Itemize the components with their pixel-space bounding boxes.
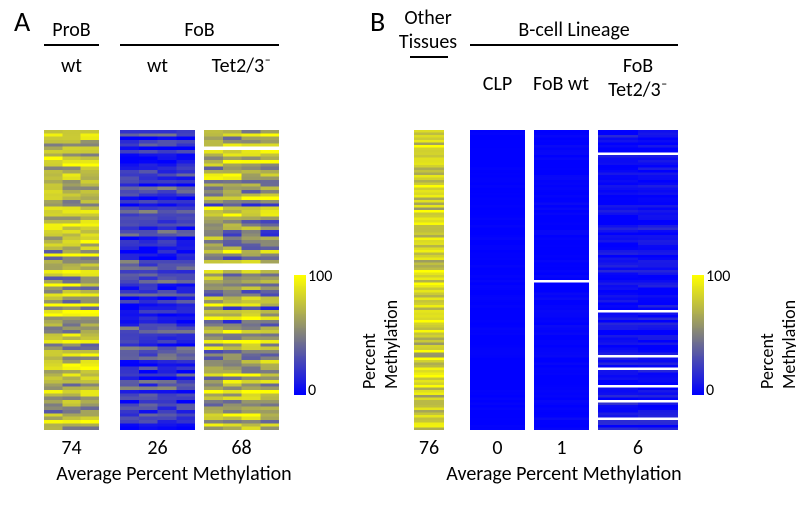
panel-a-axis-label: Average Percent Methylation <box>14 462 334 486</box>
panel-a-avg-fob-tet: 68 <box>204 436 279 460</box>
heatmap-a-fob-wt <box>120 130 195 430</box>
panel-b-avg-fob-tet: 6 <box>598 436 678 460</box>
colorbar-b-label: PercentMethylation <box>756 300 796 389</box>
colorbar-b-tick-top: 100 <box>706 267 730 286</box>
colorbar-a-tick-bottom: 0 <box>308 381 316 400</box>
panel-b-avg-clp: 0 <box>470 436 525 460</box>
panel-b-avg-fob-wt: 1 <box>534 436 589 460</box>
panel-b-group-other: Other Tissues <box>398 6 458 54</box>
colorbar-a-label: PercentMethylation <box>358 300 402 389</box>
heatmap-b-fob-tet <box>598 130 678 430</box>
heatmap-b-fob-wt <box>534 130 589 430</box>
colorbar-b: 100 0 PercentMethylation <box>692 275 712 400</box>
heatmap-b-other <box>414 130 444 430</box>
panel-a-rule-prob <box>44 44 99 46</box>
colorbar-a: 100 0 PercentMethylation <box>294 275 314 400</box>
panel-a-group-fob: FoB <box>120 18 279 42</box>
panel-a-letter: A <box>14 4 30 39</box>
panel-b-letter: B <box>370 4 385 39</box>
panel-b-sub-fobwt: FoB wt <box>526 72 596 96</box>
heatmap-a-fob-tet <box>204 130 279 430</box>
colorbar-a-gradient <box>294 275 306 395</box>
panel-b-sub-clp: CLP <box>470 72 525 96</box>
panel-a-avg-prob-wt: 74 <box>44 436 99 460</box>
colorbar-b-gradient <box>692 275 704 395</box>
panel-b-axis-label: Average Percent Methylation <box>414 462 714 486</box>
heatmap-b-clp <box>470 130 525 430</box>
heatmap-a-prob-wt <box>44 130 99 430</box>
panel-b-sub-fobtet: FoB Tet2/3⁻ <box>598 54 678 102</box>
panel-b-avg-other: 76 <box>414 436 444 460</box>
panel-b-group-bcell: B-cell Lineage <box>470 18 678 42</box>
panel-b-rule-bcell <box>470 44 678 46</box>
panel-a-group-prob: ProB <box>44 18 99 42</box>
panel-a-rule-fob <box>120 44 279 46</box>
panel-a-sub-prob-wt: wt <box>44 54 99 78</box>
colorbar-b-tick-bottom: 0 <box>706 381 714 400</box>
panel-a-sub-fob-wt: wt <box>120 54 195 78</box>
panel-b-rule-other <box>410 56 448 58</box>
colorbar-a-tick-top: 100 <box>308 267 332 286</box>
panel-a-sub-fob-tet: Tet2/3⁻ <box>204 54 279 78</box>
panel-a-avg-fob-wt: 26 <box>120 436 195 460</box>
